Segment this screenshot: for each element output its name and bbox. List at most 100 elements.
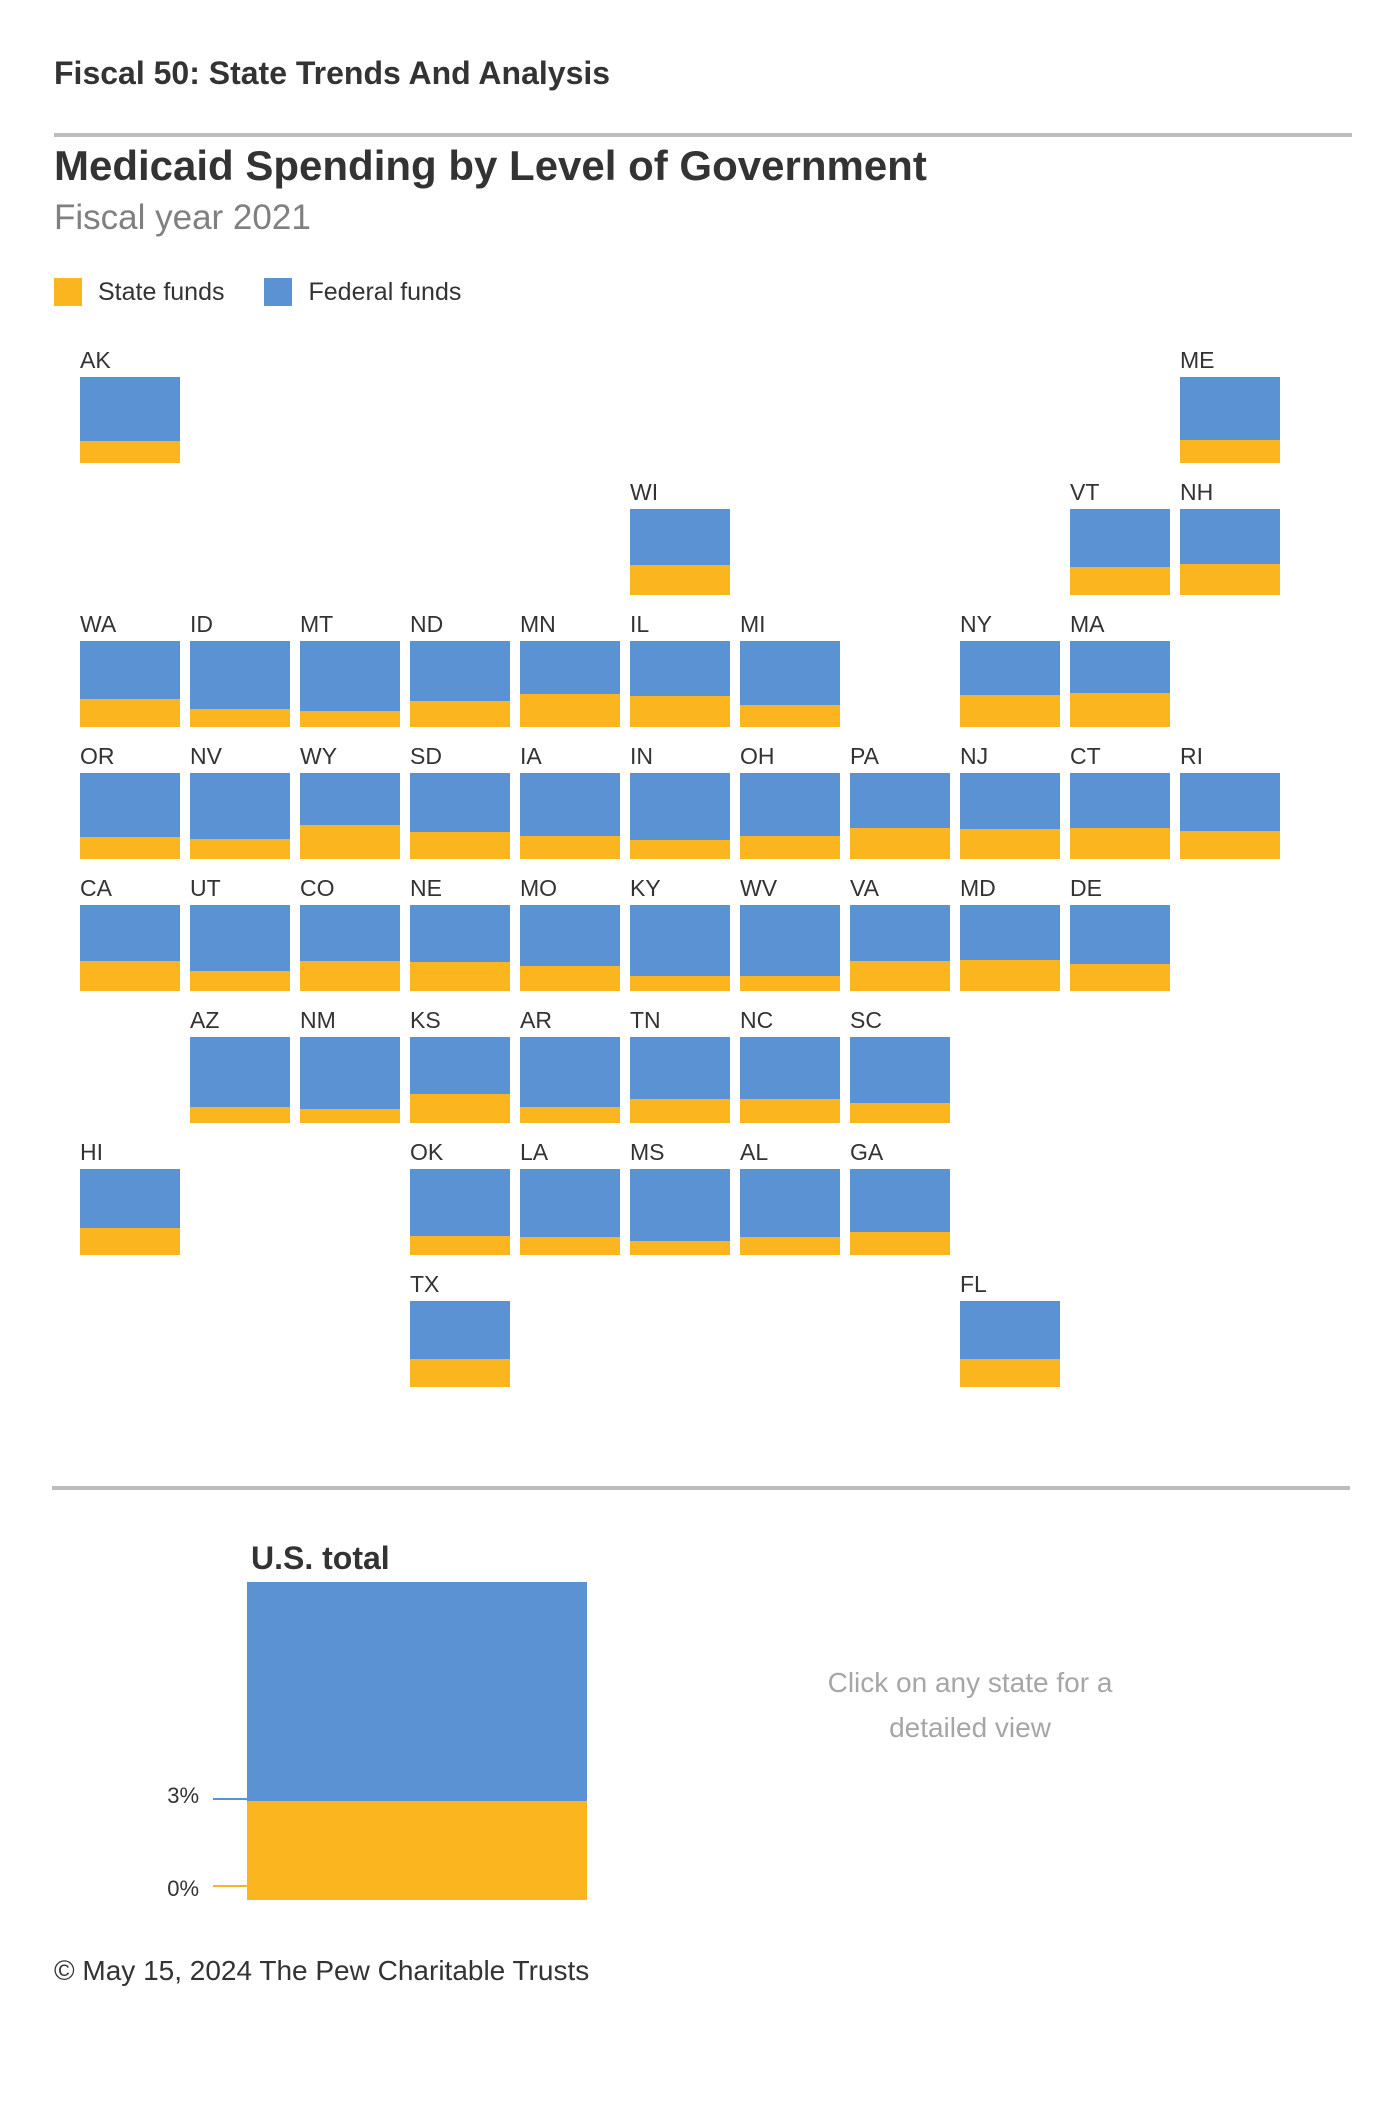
state-tile-sc[interactable]: SC [850,1007,950,1123]
state-bar-wy [300,773,400,859]
state-label-nv: NV [190,743,222,769]
federal-segment-md [960,905,1060,960]
state-label-ms: MS [630,1139,665,1165]
state-segment-al [740,1237,840,1255]
state-tile-tn[interactable]: TN [630,1007,730,1123]
state-tile-ms[interactable]: MS [630,1139,730,1255]
federal-segment-ia [520,773,620,836]
state-tile-ak[interactable]: AK [80,347,180,463]
state-tile-nv[interactable]: NV [190,743,290,859]
state-tile-ar[interactable]: AR [520,1007,620,1123]
us-total-federal-segment [247,1582,587,1801]
state-label-mt: MT [300,611,334,637]
state-segment-ok [410,1236,510,1255]
state-tile-md[interactable]: MD [960,875,1060,991]
state-tile-nm[interactable]: NM [300,1007,400,1123]
state-tile-tx[interactable]: TX [410,1271,510,1387]
federal-segment-az [190,1037,290,1107]
state-tile-al[interactable]: AL [740,1139,840,1255]
state-tile-il[interactable]: IL [630,611,730,727]
state-tile-hi[interactable]: HI [80,1139,180,1255]
state-tile-ut[interactable]: UT [190,875,290,991]
state-segment-wy [300,825,400,859]
state-tile-in[interactable]: IN [630,743,730,859]
state-tile-fl[interactable]: FL [960,1271,1060,1387]
federal-segment-nj [960,773,1060,829]
state-tile-ct[interactable]: CT [1070,743,1170,859]
state-segment-sd [410,832,510,859]
state-tile-wa[interactable]: WA [80,611,180,727]
state-tile-id[interactable]: ID [190,611,290,727]
state-tile-ne[interactable]: NE [410,875,510,991]
copyright: © May 15, 2024 The Pew Charitable Trusts [54,1955,590,1986]
state-tile-oh[interactable]: OH [740,743,840,859]
state-segment-nc [740,1099,840,1123]
state-tile-nh[interactable]: NH [1180,479,1280,595]
state-tile-mo[interactable]: MO [520,875,620,991]
us-total-federal-pct-label: 3% [167,1783,199,1808]
state-tile-me[interactable]: ME [1180,347,1280,463]
state-label-ok: OK [410,1139,444,1165]
state-segment-tx [410,1359,510,1387]
state-tile-pa[interactable]: PA [850,743,950,859]
state-tile-ok[interactable]: OK [410,1139,510,1255]
state-bar-sc [850,1037,950,1123]
state-bar-az [190,1037,290,1123]
state-tile-nj[interactable]: NJ [960,743,1060,859]
state-tile-or[interactable]: OR [80,743,180,859]
state-bar-wv [740,905,840,991]
state-tile-ca[interactable]: CA [80,875,180,991]
state-tile-la[interactable]: LA [520,1139,620,1255]
federal-segment-va [850,905,950,961]
state-tile-mn[interactable]: MN [520,611,620,727]
state-label-mo: MO [520,875,558,901]
state-segment-nv [190,839,290,859]
state-tile-wy[interactable]: WY [300,743,400,859]
state-bar-wa [80,641,180,727]
state-segment-mo [520,966,620,991]
state-tile-ky[interactable]: KY [630,875,730,991]
state-segment-ri [1180,831,1280,859]
federal-segment-mn [520,641,620,694]
state-bar-wi [630,509,730,595]
state-tile-sd[interactable]: SD [410,743,510,859]
state-label-oh: OH [740,743,775,769]
state-tile-va[interactable]: VA [850,875,950,991]
federal-segment-nm [300,1037,400,1109]
federal-segment-ar [520,1037,620,1107]
us-total-chart[interactable] [247,1582,587,1900]
state-tile-nc[interactable]: NC [740,1007,840,1123]
us-total-state-leader-line [213,1885,247,1887]
federal-segment-tn [630,1037,730,1099]
state-tile-nd[interactable]: ND [410,611,510,727]
state-tile-ri[interactable]: RI [1180,743,1280,859]
state-tile-ia[interactable]: IA [520,743,620,859]
state-tile-wi[interactable]: WI [630,479,730,595]
state-tile-mt[interactable]: MT [300,611,400,727]
state-segment-ma [1070,693,1170,727]
state-tile-de[interactable]: DE [1070,875,1170,991]
state-label-ia: IA [520,743,542,769]
state-tile-vt[interactable]: VT [1070,479,1170,595]
state-label-wy: WY [300,743,338,769]
state-tile-mi[interactable]: MI [740,611,840,727]
state-tile-ny[interactable]: NY [960,611,1060,727]
state-tile-az[interactable]: AZ [190,1007,290,1123]
federal-segment-id [190,641,290,709]
federal-segment-ky [630,905,730,976]
state-bar-co [300,905,400,991]
state-label-me: ME [1180,347,1215,373]
state-bar-tx [410,1301,510,1387]
top-divider [54,133,1352,137]
state-tile-ma[interactable]: MA [1070,611,1170,727]
state-tile-co[interactable]: CO [300,875,400,991]
federal-segment-ma [1070,641,1170,693]
state-tile-ks[interactable]: KS [410,1007,510,1123]
federal-segment-co [300,905,400,961]
state-bar-ak [80,377,180,463]
state-tile-ga[interactable]: GA [850,1139,950,1255]
state-bar-nj [960,773,1060,859]
state-tile-wv[interactable]: WV [740,875,840,991]
state-bar-pa [850,773,950,859]
state-segment-ms [630,1241,730,1255]
